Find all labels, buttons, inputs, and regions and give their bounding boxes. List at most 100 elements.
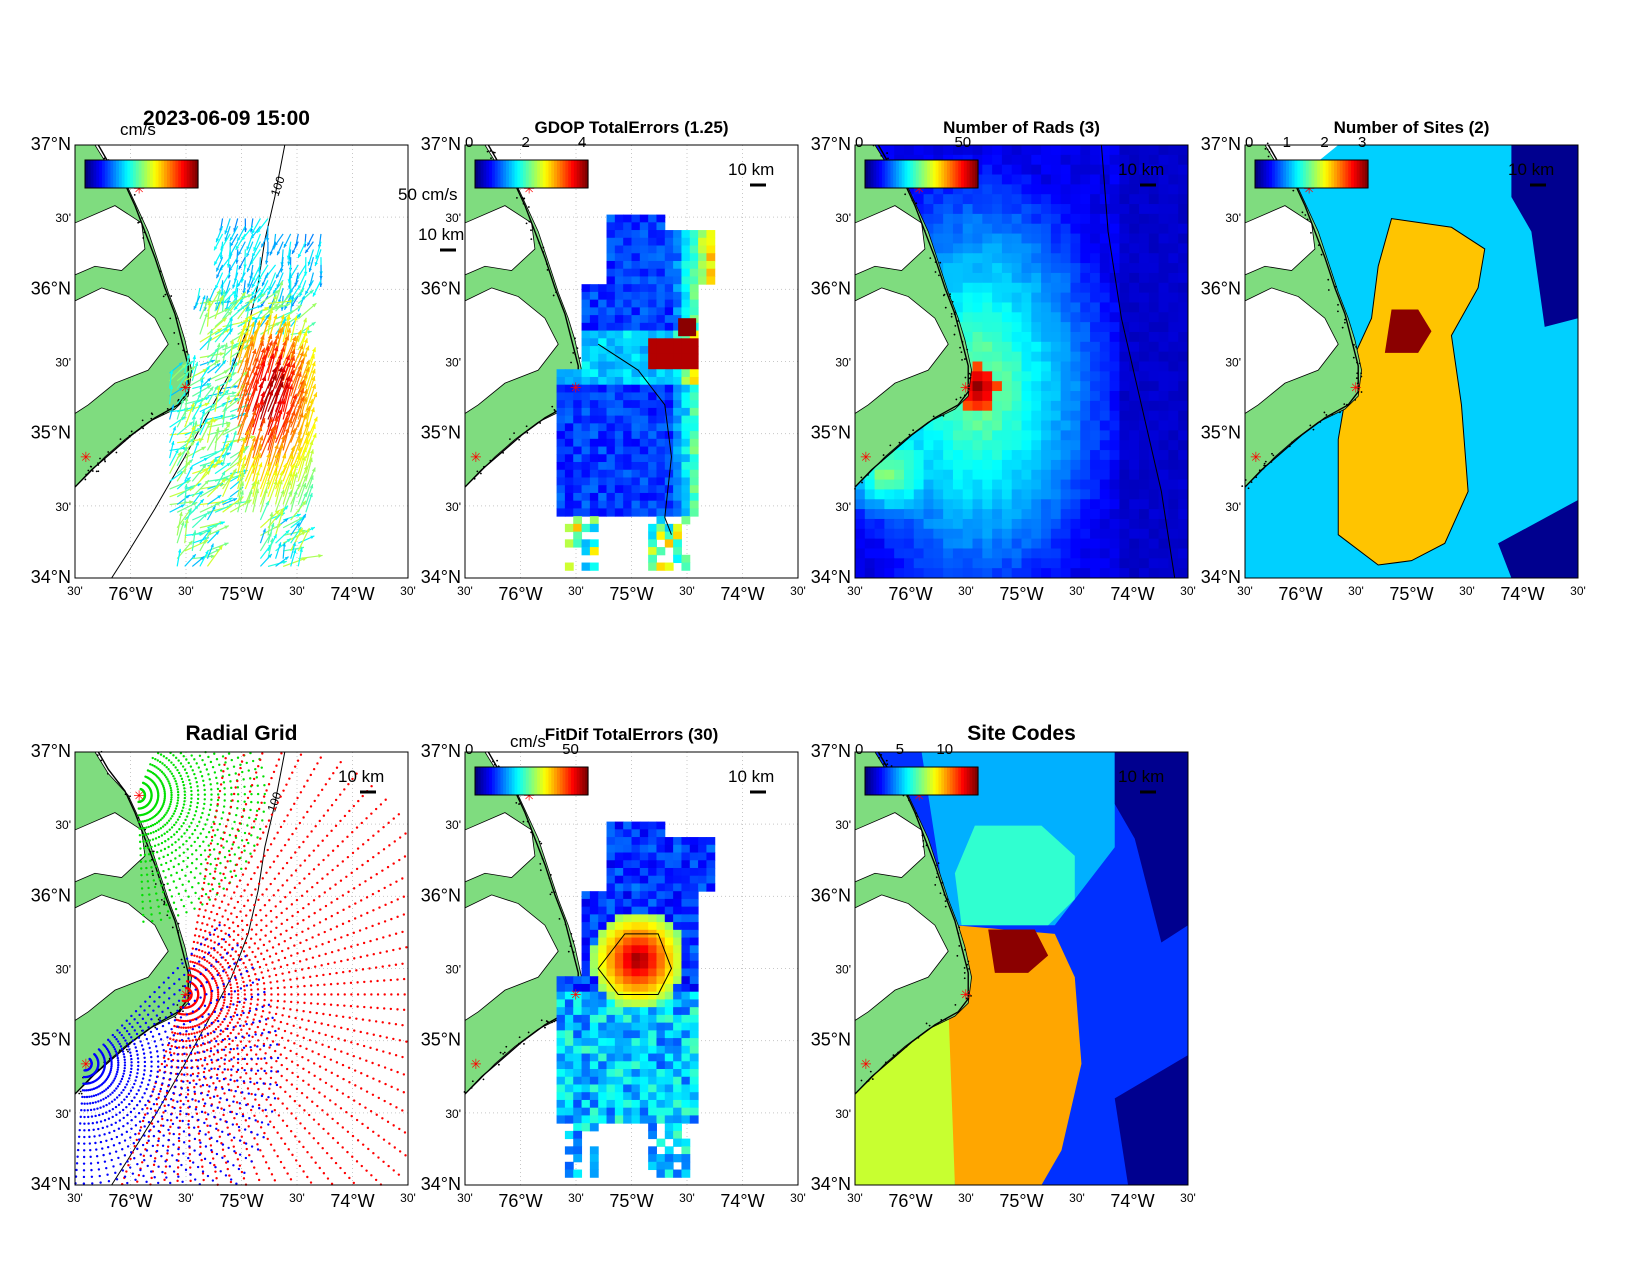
nrads-cell: [903, 489, 915, 500]
radial-grid-point: [196, 797, 200, 801]
gdop-cell: [648, 438, 657, 448]
current-vector: [252, 452, 261, 482]
radial-grid-point: [149, 906, 152, 910]
current-vector-head: [266, 314, 270, 318]
nrads-cell: [1148, 331, 1160, 343]
gdop-cell: [581, 562, 591, 571]
nrads-cell: [943, 528, 954, 540]
nrads-cell: [933, 204, 944, 215]
nrads-cell: [943, 538, 954, 549]
current-vector-head: [222, 360, 226, 365]
gdop-cell: [556, 500, 566, 509]
radial-grid-point: [204, 909, 207, 912]
radial-grid-point: [197, 766, 201, 769]
nrads-cell: [1070, 440, 1081, 451]
current-vector-head: [302, 482, 307, 488]
current-vector-head: [190, 485, 195, 490]
coast-dot: [142, 427, 145, 430]
coast-dot: [1266, 148, 1269, 151]
nrads-cell: [1060, 528, 1071, 540]
nrads-cell: [1041, 459, 1052, 471]
nrads-cell: [1090, 312, 1101, 323]
current-vector-head: [274, 453, 279, 459]
nrads-cell: [1119, 174, 1130, 185]
site-marker: ✳: [960, 379, 972, 395]
gdop-cell: [673, 477, 682, 486]
nrads-cell: [1070, 194, 1081, 205]
coast-dot: [961, 341, 964, 343]
nrads-cell: [1041, 204, 1052, 215]
nrads-cell: [1060, 174, 1071, 185]
nrads-cell: [1080, 528, 1091, 540]
gdop-cell: [589, 291, 599, 301]
current-vector-head: [286, 314, 291, 320]
coast-dot: [1358, 362, 1361, 365]
nrads-cell: [1158, 322, 1169, 333]
nrads-cell: [864, 509, 876, 520]
radial-grid-point: [176, 788, 179, 791]
gdop-cell: [606, 260, 616, 270]
colorbar-segment: [96, 160, 100, 188]
radial-grid-point: [256, 801, 260, 804]
radial-grid-point: [172, 865, 176, 869]
gdop-cell: [606, 307, 616, 316]
nrads-cell: [1148, 145, 1160, 156]
current-vector: [214, 442, 230, 467]
nrads-cell: [1099, 558, 1111, 569]
nrads-cell: [1070, 568, 1081, 579]
nrads-cell: [903, 145, 915, 156]
nrads-cell: [1090, 174, 1101, 185]
radial-grid-point: [149, 763, 152, 766]
current-vector-head: [294, 335, 299, 341]
radial-grid-point: [141, 833, 144, 837]
nrads-cell: [962, 469, 974, 481]
nrads-cell: [1168, 440, 1179, 451]
nrads-cell: [1011, 568, 1022, 579]
gdop-cell: [589, 353, 599, 362]
radial-grid-point: [194, 776, 197, 780]
current-vector-head: [246, 339, 251, 344]
gdop-cell: [664, 284, 674, 293]
nrads-cell: [1148, 371, 1160, 382]
gdop-contour: [597, 343, 672, 535]
nrads-cell: [1119, 489, 1130, 500]
gdop-cell: [581, 462, 591, 471]
panel-gdop: ✳✳✳37°N30'36°N30'35°N30'34°N30' 76°W 30' 75…: [421, 118, 806, 604]
radial-grid-point: [212, 848, 216, 851]
gdop-cell: [664, 415, 674, 424]
radial-grid-point: [157, 835, 161, 839]
gdop-cell: [648, 299, 657, 308]
nrads-cell: [1090, 479, 1101, 490]
nrads-cell: [943, 499, 954, 510]
current-vector-head: [178, 362, 183, 367]
nrads-cell: [1031, 479, 1042, 490]
gdop-cell: [614, 508, 624, 517]
nrads-cell: [1070, 302, 1081, 313]
radial-grid-point: [164, 813, 167, 816]
colorbar-segment: [901, 160, 906, 188]
nrads-cell: [962, 312, 974, 323]
nrads-cell: [1158, 194, 1169, 205]
nrads-cell: [1070, 341, 1081, 353]
coast-dot: [87, 469, 90, 472]
radial-grid-point: [231, 827, 234, 830]
nrads-cell: [1168, 253, 1179, 264]
current-vector: [237, 344, 251, 374]
nrads-cell: [1099, 243, 1111, 254]
colorbar-tick: 0: [855, 134, 863, 151]
nrads-cell: [1090, 381, 1101, 392]
nrads-cell: [1168, 499, 1179, 510]
gdop-cell: [606, 253, 616, 262]
radial-grid-point: [174, 780, 177, 783]
nrads-cell: [1139, 302, 1150, 313]
current-vector: [237, 323, 247, 351]
radial-grid-point: [316, 762, 319, 765]
nrads-cell: [1139, 233, 1150, 244]
current-vector-head: [246, 306, 251, 312]
current-vector-head: [291, 336, 297, 342]
colorbar-segment: [189, 160, 193, 188]
nrads-cell: [1050, 145, 1062, 156]
gdop-cell: [631, 500, 641, 509]
nrads-cell: [1021, 282, 1032, 294]
current-vector: [244, 402, 260, 436]
